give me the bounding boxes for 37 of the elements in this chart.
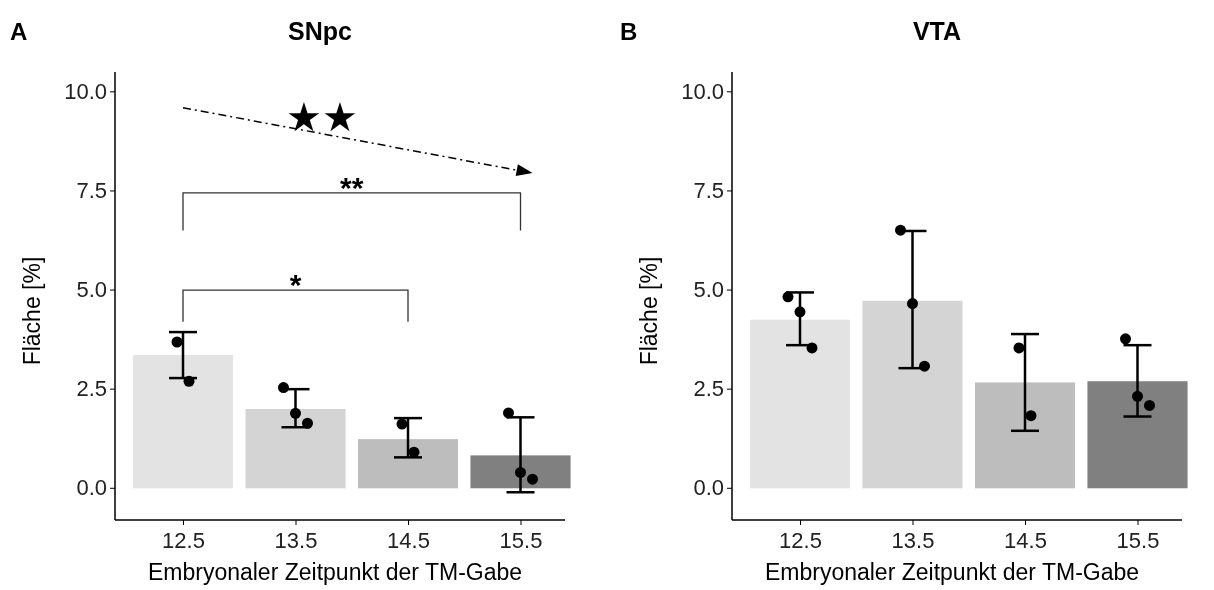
y-tick-label: 0.0	[76, 475, 107, 501]
x-tick-label: 15.5	[499, 527, 543, 553]
y-tick-label: 5.0	[693, 277, 724, 303]
y-tick-label: 7.5	[693, 177, 724, 203]
x-tick-label: 14.5	[387, 527, 430, 553]
x-tick-label: 13.5	[274, 527, 318, 553]
x-tick-label: 15.5	[1116, 527, 1160, 553]
y-tick-label: 10.0	[64, 78, 107, 104]
x-axis-title: Embryonaler Zeitpunkt der TM-Gabe	[147, 559, 523, 585]
y-tick-label: 2.5	[76, 376, 107, 402]
bar	[1087, 381, 1188, 489]
y-axis-title: Fläche [%]	[19, 256, 45, 366]
text: B	[620, 18, 638, 45]
bar	[749, 319, 851, 489]
x-axis-title: Embryonaler Zeitpunkt der TM-Gabe	[764, 559, 1140, 585]
bar	[357, 439, 459, 489]
x-tick-label: 12.5	[162, 527, 205, 553]
chart-title: VTA	[912, 17, 962, 45]
y-tick-label: 0.0	[693, 475, 724, 501]
annotation: *	[289, 268, 302, 302]
bar	[245, 408, 346, 489]
y-tick-label: 7.5	[76, 177, 107, 203]
y-tick-label: 5.0	[76, 277, 107, 303]
bar	[974, 382, 1076, 489]
x-tick-label: 13.5	[891, 527, 935, 553]
x-tick-label: 14.5	[1004, 527, 1047, 553]
bar	[132, 355, 234, 489]
y-tick-label: 2.5	[693, 376, 724, 402]
bar	[470, 455, 571, 489]
y-axis-title: Fläche [%]	[636, 256, 662, 366]
text: A	[10, 18, 28, 45]
bar	[862, 300, 963, 489]
annotation: ★★	[285, 95, 358, 140]
annotation: **	[340, 170, 364, 204]
chart-title: SNpc	[288, 17, 353, 45]
x-tick-label: 12.5	[779, 527, 822, 553]
y-tick-label: 10.0	[681, 78, 724, 104]
